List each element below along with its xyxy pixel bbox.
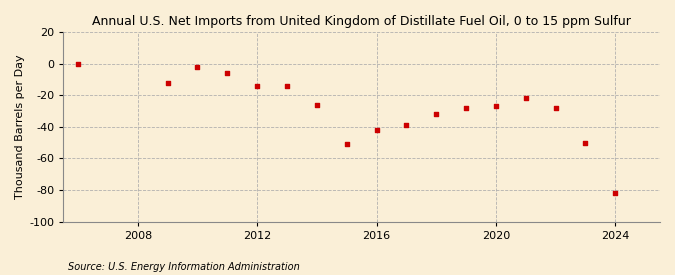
Point — [491, 104, 502, 108]
Title: Annual U.S. Net Imports from United Kingdom of Distillate Fuel Oil, 0 to 15 ppm : Annual U.S. Net Imports from United King… — [92, 15, 631, 28]
Point — [401, 123, 412, 127]
Point — [550, 106, 561, 110]
Point — [610, 191, 620, 196]
Point — [460, 106, 471, 110]
Point — [311, 103, 322, 107]
Point — [222, 71, 233, 75]
Point — [371, 128, 382, 132]
Y-axis label: Thousand Barrels per Day: Thousand Barrels per Day — [15, 54, 25, 199]
Point — [520, 96, 531, 101]
Point — [431, 112, 441, 116]
Point — [342, 142, 352, 146]
Point — [162, 80, 173, 85]
Point — [192, 65, 203, 69]
Point — [73, 61, 84, 66]
Text: Source: U.S. Energy Information Administration: Source: U.S. Energy Information Administ… — [68, 262, 299, 272]
Point — [252, 84, 263, 88]
Point — [281, 84, 292, 88]
Point — [580, 141, 591, 145]
